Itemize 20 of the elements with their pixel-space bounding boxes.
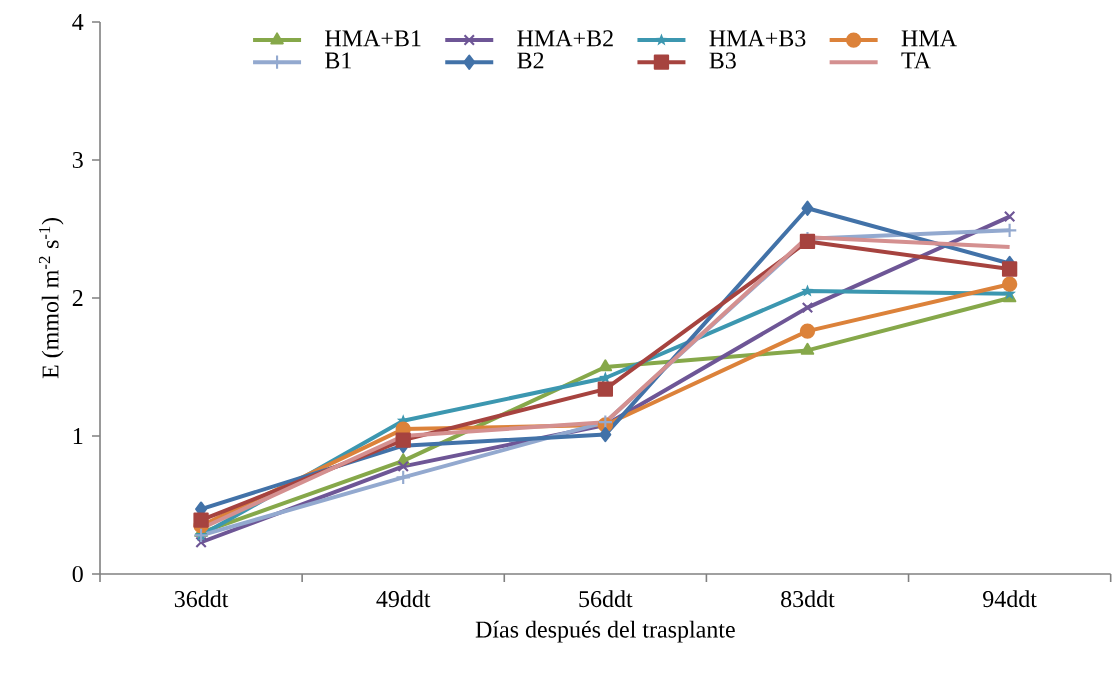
legend-label: TA — [901, 52, 931, 69]
x-tick-label: 94ddt — [983, 590, 1037, 608]
legend-label: HMA — [901, 30, 957, 47]
x-tick-label: 83ddt — [781, 590, 835, 608]
legend-label: HMA+B3 — [709, 30, 806, 47]
legend-label: B3 — [709, 52, 736, 69]
legend-label: HMA+B1 — [325, 30, 421, 47]
legend-label: HMA+B2 — [517, 30, 613, 47]
legend-label: B2 — [517, 52, 544, 69]
x-axis-title: Días después del trasplante — [475, 620, 735, 643]
y-tick-label: 1 — [73, 428, 83, 444]
y-tick-label: 4 — [72, 14, 84, 30]
y-tick-label: 0 — [72, 565, 83, 583]
x-tick-label: 49ddt — [376, 590, 431, 608]
x-tick-label: 36ddt — [174, 590, 229, 608]
y-tick-label: 2 — [72, 290, 83, 306]
y-tick-label: 3 — [72, 151, 83, 169]
legend-label: B1 — [325, 52, 351, 69]
x-tick-label: 56ddt — [579, 590, 633, 608]
y-axis-title: E (mmol m$^{-2}$ s$^{-1}$) — [38, 218, 64, 379]
